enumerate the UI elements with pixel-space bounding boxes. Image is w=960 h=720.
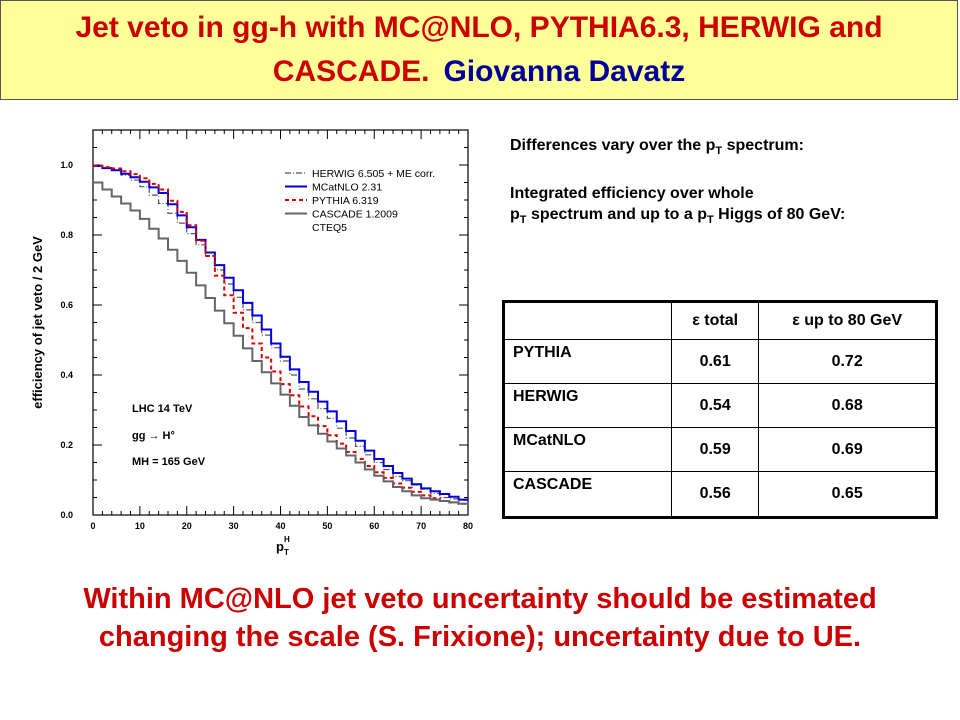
x-axis-label-sup: H <box>284 535 290 544</box>
legend-label: HERWIG 6.505 + ME corr. <box>312 168 435 180</box>
x-axis-label: p <box>276 539 284 554</box>
author-name: Giovanna Davatz <box>443 55 686 88</box>
legend-label: PYTHIA 6.319 <box>312 195 379 207</box>
y-axis-label: efficiency of jet veto / 2 GeV <box>30 236 45 409</box>
x-axis-label-sub: T <box>284 548 289 557</box>
table-header-cell: ε total <box>670 300 760 341</box>
notes-line3: pT spectrum and up to a pT Higgs of 80 G… <box>510 206 846 227</box>
annotation-process: gg → H° <box>132 430 175 442</box>
x-tick-label: 20 <box>182 521 192 531</box>
y-tick-label: 0.0 <box>60 510 73 520</box>
annotation-energy: LHC 14 TeV <box>132 403 193 415</box>
conclusion-line1: Within MC@NLO jet veto uncertainty shoul… <box>83 583 877 615</box>
efficiency-chart: 0 10 20 30 40 50 60 70 80 0.0 0.2 0.4 0.6 0.8 1.0 effic… <box>30 129 473 557</box>
table-header-row: ε total ε up to 80 GeV <box>503 300 937 341</box>
y-tick-label: 0.6 <box>60 300 73 310</box>
table-row: MCatNLO 0.59 0.69 <box>503 427 937 473</box>
slide-title-line1: Jet veto in gg-h with MC@NLO, PYTHIA6.3,… <box>75 11 883 44</box>
series-line-3 <box>93 164 468 505</box>
notes-line2: Integrated efficiency over whole <box>510 185 754 203</box>
y-tick-label: 0.2 <box>60 440 73 450</box>
legend-label: CASCADE 1.2009 <box>312 209 398 221</box>
x-tick-label: 30 <box>229 521 239 531</box>
eff-total-value: 0.59 <box>670 427 760 473</box>
table-header-cell <box>503 300 672 341</box>
slide-title-line2: CASCADE. Giovanna Davatz <box>1 55 957 89</box>
generator-name: HERWIG <box>503 383 672 429</box>
x-tick-label: 10 <box>135 521 145 531</box>
notes-block: Differences vary over the pT spectrum: I… <box>510 135 845 231</box>
conclusion-line2: changing the scale (S. Frixione); uncert… <box>98 621 862 653</box>
generator-name: PYTHIA <box>503 339 672 385</box>
efficiency-table: ε total ε up to 80 GeV PYTHIA 0.61 0.72 … <box>502 300 938 519</box>
eff-total-value: 0.54 <box>670 383 760 429</box>
series-line-1 <box>93 165 468 501</box>
eff-up80-value: 0.72 <box>758 339 937 385</box>
slide-title-line2-main: CASCADE. <box>272 55 430 88</box>
eff-up80-value: 0.68 <box>758 383 937 429</box>
title-banner: Jet veto in gg-h with MC@NLO, PYTHIA6.3,… <box>0 0 958 100</box>
x-tick-label: 70 <box>416 521 426 531</box>
notes-line1: Differences vary over the pT spectrum: <box>510 137 804 158</box>
x-tick-label: 50 <box>322 521 332 531</box>
y-tick-label: 0.8 <box>60 230 73 240</box>
eff-up80-value: 0.65 <box>758 471 937 518</box>
table-row: PYTHIA 0.61 0.72 <box>503 339 937 385</box>
series-line-4 <box>93 181 468 505</box>
annotation-higgs-mass: MH = 165 GeV <box>132 456 206 468</box>
generator-name: MCatNLO <box>503 427 672 473</box>
conclusion-text: Within MC@NLO jet veto uncertainty shoul… <box>0 580 960 656</box>
eff-total-value: 0.61 <box>670 339 760 385</box>
y-tick-label: 0.4 <box>60 370 73 380</box>
legend-pdf-label: CTEQ5 <box>312 222 347 234</box>
eff-up80-value: 0.69 <box>758 427 937 473</box>
series-line-2 <box>93 165 468 501</box>
generator-name: CASCADE <box>503 471 672 518</box>
x-tick-label: 40 <box>275 521 285 531</box>
table-row: CASCADE 0.56 0.65 <box>503 471 937 518</box>
y-tick-label: 1.0 <box>60 160 73 170</box>
table-header-cell: ε up to 80 GeV <box>758 300 937 341</box>
legend-label: MCatNLO 2.31 <box>312 182 382 194</box>
table-row: HERWIG 0.54 0.68 <box>503 383 937 429</box>
eff-total-value: 0.56 <box>670 471 760 518</box>
x-tick-label: 60 <box>369 521 379 531</box>
x-tick-label: 0 <box>90 521 95 531</box>
x-tick-label: 80 <box>463 521 473 531</box>
